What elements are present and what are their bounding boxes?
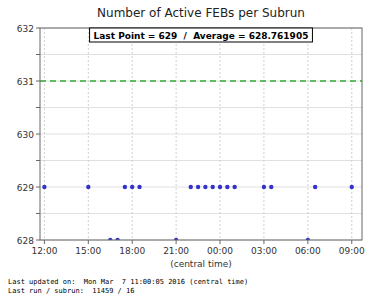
x-tick — [220, 240, 221, 244]
y-tick — [36, 134, 40, 135]
chart: Number of Active FEBs per Subrun 628 629 63… — [0, 0, 372, 299]
point — [225, 185, 229, 189]
x-grid-line — [263, 28, 264, 240]
point — [211, 185, 215, 189]
point — [203, 185, 207, 189]
y-tick-label: 628 — [17, 236, 34, 246]
x-grid-line — [44, 28, 45, 240]
y-tick — [36, 81, 40, 82]
y-tick — [36, 187, 40, 188]
point — [137, 185, 141, 189]
footer: Last run / subrun: 11459 / 16 — [8, 287, 134, 295]
y-tick-label: 632 — [17, 24, 34, 34]
x-tick-label: 15:00 — [75, 246, 101, 256]
footer: Last updated on: Mon Mar 7 11:00:05 2016… — [8, 278, 248, 286]
x-tick-label: 18:00 — [119, 246, 145, 256]
x-tick — [132, 240, 133, 244]
x-grid-line — [88, 28, 89, 240]
y-tick — [36, 107, 40, 108]
y-grid-line — [40, 54, 362, 55]
y-grid-line — [40, 107, 362, 108]
point — [130, 185, 134, 189]
x-grid-line — [351, 28, 352, 240]
y-tick — [36, 28, 40, 29]
point — [189, 185, 193, 189]
y-tick — [36, 160, 40, 161]
x-grid-line — [176, 28, 177, 240]
y-tick-label: 631 — [17, 77, 34, 87]
x-tick — [44, 240, 45, 244]
x-grid-line — [132, 28, 133, 240]
x-grid-line — [307, 28, 308, 240]
point — [232, 185, 236, 189]
grid — [40, 28, 362, 240]
reference-line — [40, 80, 362, 82]
y-tick — [36, 240, 40, 241]
point — [86, 185, 90, 189]
annotation-group: Last Point = 629 / Average = 628.761905 — [90, 28, 313, 42]
x-axis-label: (central time) — [170, 259, 232, 269]
point — [262, 185, 266, 189]
title: Number of Active FEBs per Subrun — [97, 6, 305, 20]
y-tick — [36, 54, 40, 55]
annotation: Last Point = 629 / Average = 628.761905 — [94, 31, 309, 41]
point — [313, 185, 317, 189]
x-tick — [263, 240, 264, 244]
x-tick — [88, 240, 89, 244]
x-tick — [307, 240, 308, 244]
plot-frame — [40, 28, 362, 240]
point — [42, 185, 46, 189]
x-tick-label: 00:00 — [207, 246, 233, 256]
x-tick — [176, 240, 177, 244]
point — [196, 185, 200, 189]
x-tick-label: 03:00 — [251, 246, 277, 256]
point — [123, 185, 127, 189]
x-grid-line — [220, 28, 221, 240]
y-tick-label: 630 — [17, 130, 34, 140]
x-tick-label: 06:00 — [295, 246, 321, 256]
x-tick — [351, 240, 352, 244]
point — [350, 185, 354, 189]
y-tick-label: 629 — [17, 183, 34, 193]
x-tick-label: 09:00 — [339, 246, 365, 256]
x-tick-label: 21:00 — [163, 246, 189, 256]
point — [269, 185, 273, 189]
plot-area — [40, 81, 362, 240]
y-tick — [36, 213, 40, 214]
x-tick-label: 12:00 — [31, 246, 57, 256]
point — [218, 185, 222, 189]
annotation-box — [90, 28, 313, 42]
